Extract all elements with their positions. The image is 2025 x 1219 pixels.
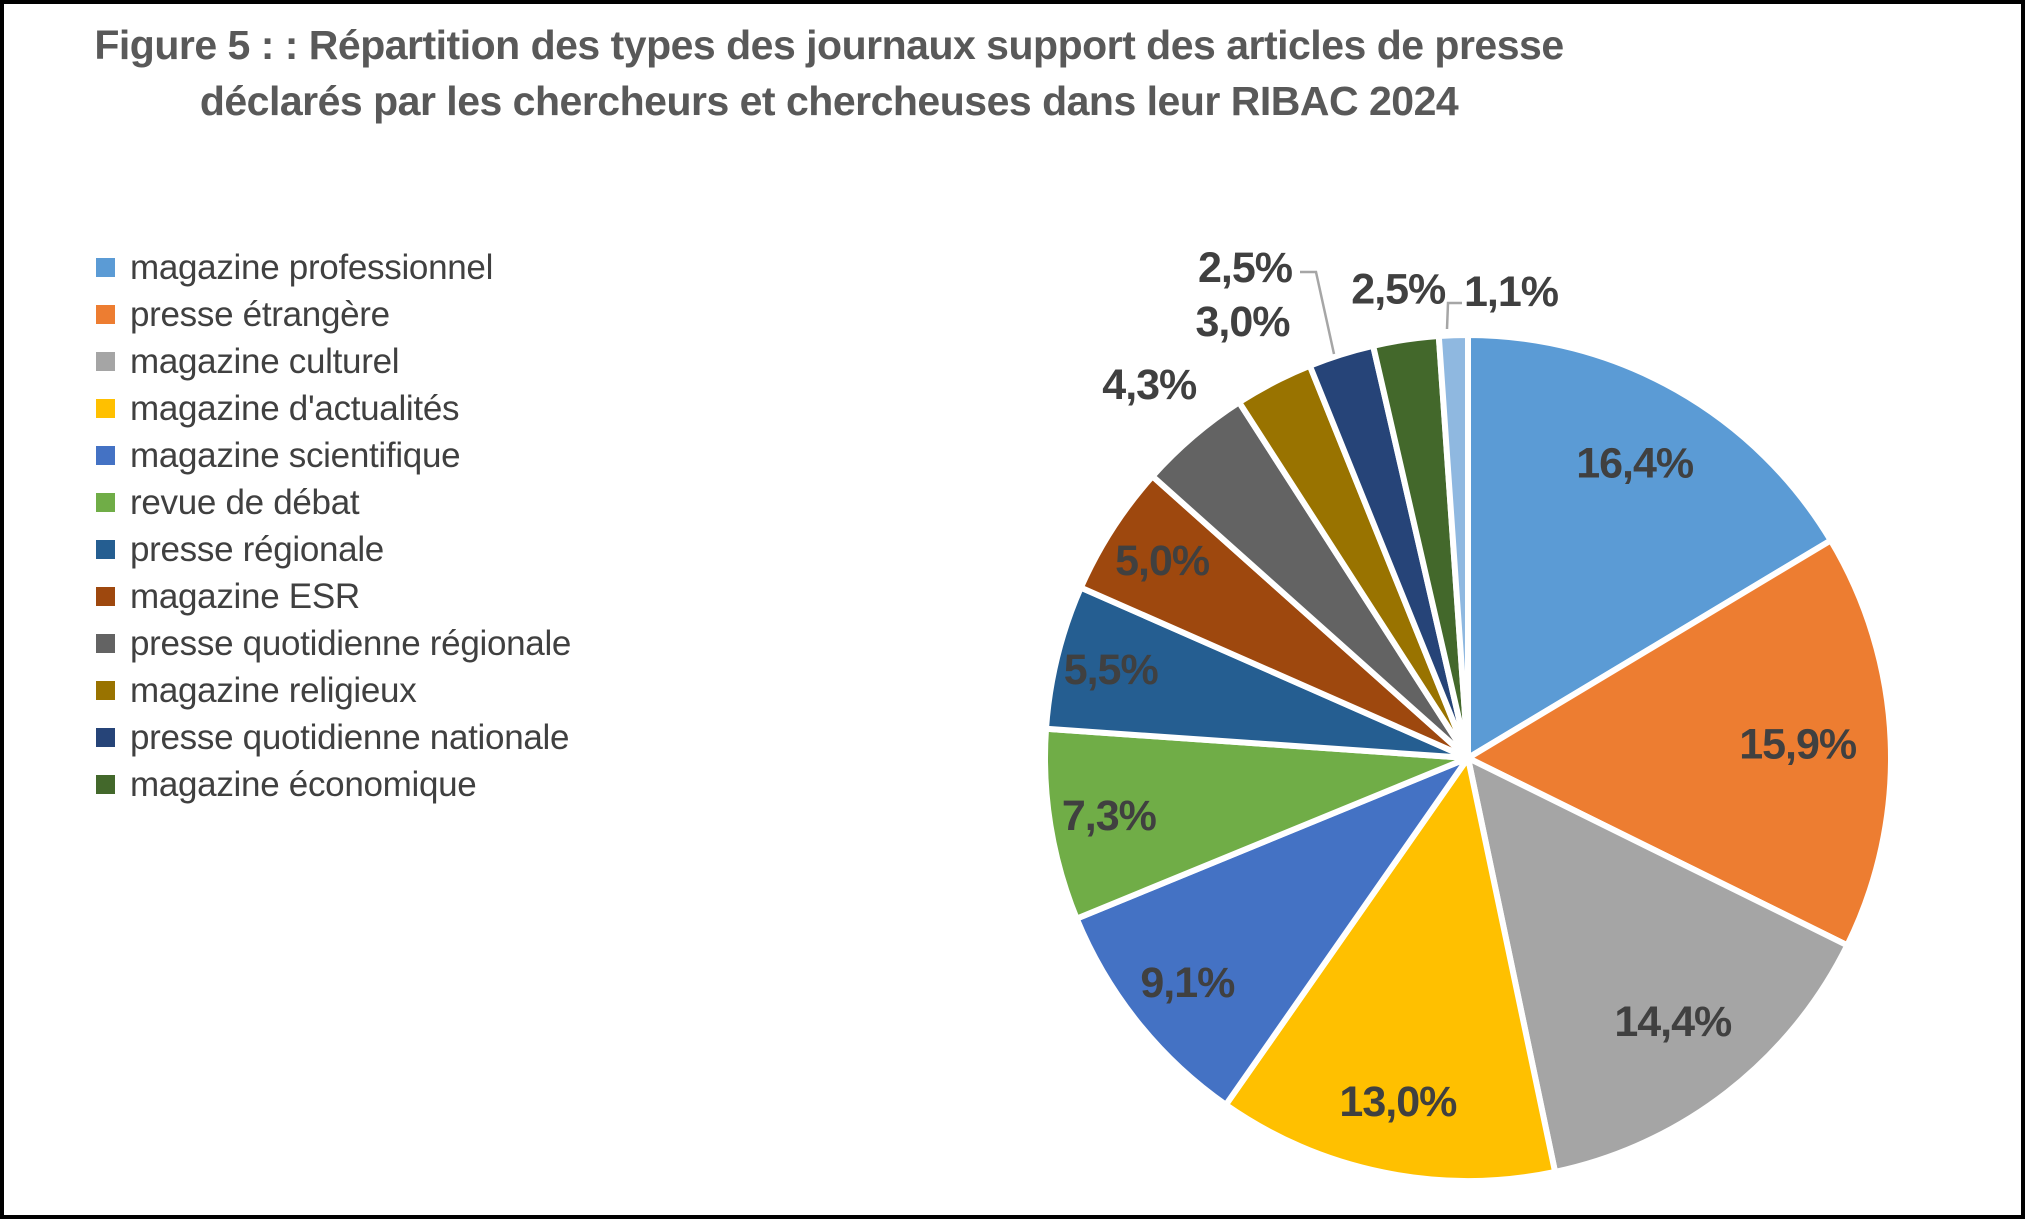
figure-title-line2: déclarés par les chercheurs et chercheus… <box>199 77 1459 124</box>
label-leader-line <box>1445 301 1462 330</box>
legend-item-label: magazine économique <box>130 764 477 804</box>
legend-color-swatch-icon <box>96 493 115 512</box>
pie-slice-magazine-d-actualités <box>1222 755 1559 1184</box>
pie-data-label: 16,4% <box>1576 440 1694 488</box>
legend-item: magazine religieux <box>96 667 571 714</box>
legend-item-label: presse étrangère <box>130 294 390 334</box>
legend-item: magazine professionnel <box>96 244 571 291</box>
legend-item-label: presse quotidienne nationale <box>130 717 570 757</box>
legend-item-label: revue de débat <box>130 482 360 522</box>
legend-color-swatch-icon <box>96 681 115 700</box>
legend-item: presse quotidienne régionale <box>96 620 571 667</box>
pie-chart: 16,4% 15,9% 14,4% 13,0% 9,1% 7,3% 5,5% 5,0% 4,3%… <box>1042 244 1894 1184</box>
legend-color-swatch-icon <box>96 258 115 277</box>
legend-item: magazine économique <box>96 761 571 808</box>
legend-color-swatch-icon <box>96 775 115 794</box>
pie-data-label: 13,0% <box>1339 1078 1457 1126</box>
legend-item-label: magazine scientifique <box>130 435 461 475</box>
pie-slice-magazine-professionnel <box>1465 332 1834 761</box>
legend-item: presse étrangère <box>96 291 571 338</box>
pie-data-label: 4,3% <box>1102 361 1197 409</box>
legend-item-label: presse régionale <box>130 529 384 569</box>
legend-item-label: magazine culturel <box>130 341 400 381</box>
legend-item-label: magazine religieux <box>130 670 417 710</box>
figure-title: Figure 5 : : Répartition des types des j… <box>64 18 1594 130</box>
legend-item-label: magazine d'actualités <box>130 388 460 428</box>
legend-item-label: magazine ESR <box>130 576 360 616</box>
legend-color-swatch-icon <box>96 446 115 465</box>
pie-data-label: 2,5% <box>1198 244 1293 292</box>
pie-slice-magazine-culturel <box>1465 755 1851 1175</box>
legend-color-swatch-icon <box>96 305 115 324</box>
legend-color-swatch-icon <box>96 728 115 747</box>
legend-color-swatch-icon <box>96 634 115 653</box>
pie-data-label: 5,5% <box>1064 646 1159 694</box>
pie-data-label: 9,1% <box>1140 959 1235 1007</box>
pie-data-label: 2,5% <box>1351 265 1446 313</box>
legend-item-label: presse quotidienne régionale <box>130 623 572 663</box>
label-leader-line <box>1300 270 1336 355</box>
legend-item: revue de débat <box>96 479 571 526</box>
legend-color-swatch-icon <box>96 587 115 606</box>
chart-legend: magazine professionnel presse étrangère ma… <box>96 244 571 808</box>
legend-item: magazine d'actualités <box>96 385 571 432</box>
legend-item: presse quotidienne nationale <box>96 714 571 761</box>
pie-slice-revue-de-débat <box>1042 725 1471 922</box>
pie-data-label: 3,0% <box>1195 298 1290 346</box>
pie-data-label: 15,9% <box>1739 721 1857 769</box>
pie-slice-magazine-scientifique <box>1073 755 1471 1108</box>
pie-slice-13 <box>1435 332 1471 761</box>
legend-color-swatch-icon <box>96 352 115 371</box>
legend-item: magazine ESR <box>96 573 571 620</box>
pie-data-label: 5,0% <box>1115 537 1210 585</box>
pie-data-label: 1,1% <box>1464 268 1559 316</box>
pie-data-label: 14,4% <box>1614 998 1732 1046</box>
legend-item: presse régionale <box>96 526 571 573</box>
pie-slice-presse-étrangère <box>1465 537 1894 949</box>
legend-color-swatch-icon <box>96 540 115 559</box>
legend-item: magazine scientifique <box>96 432 571 479</box>
legend-item-label: magazine professionnel <box>130 247 494 287</box>
pie-data-label: 7,3% <box>1062 792 1157 840</box>
legend-color-swatch-icon <box>96 399 115 418</box>
figure-title-line1: Figure 5 : : Répartition des types des j… <box>94 22 1564 68</box>
legend-item: magazine culturel <box>96 338 571 385</box>
